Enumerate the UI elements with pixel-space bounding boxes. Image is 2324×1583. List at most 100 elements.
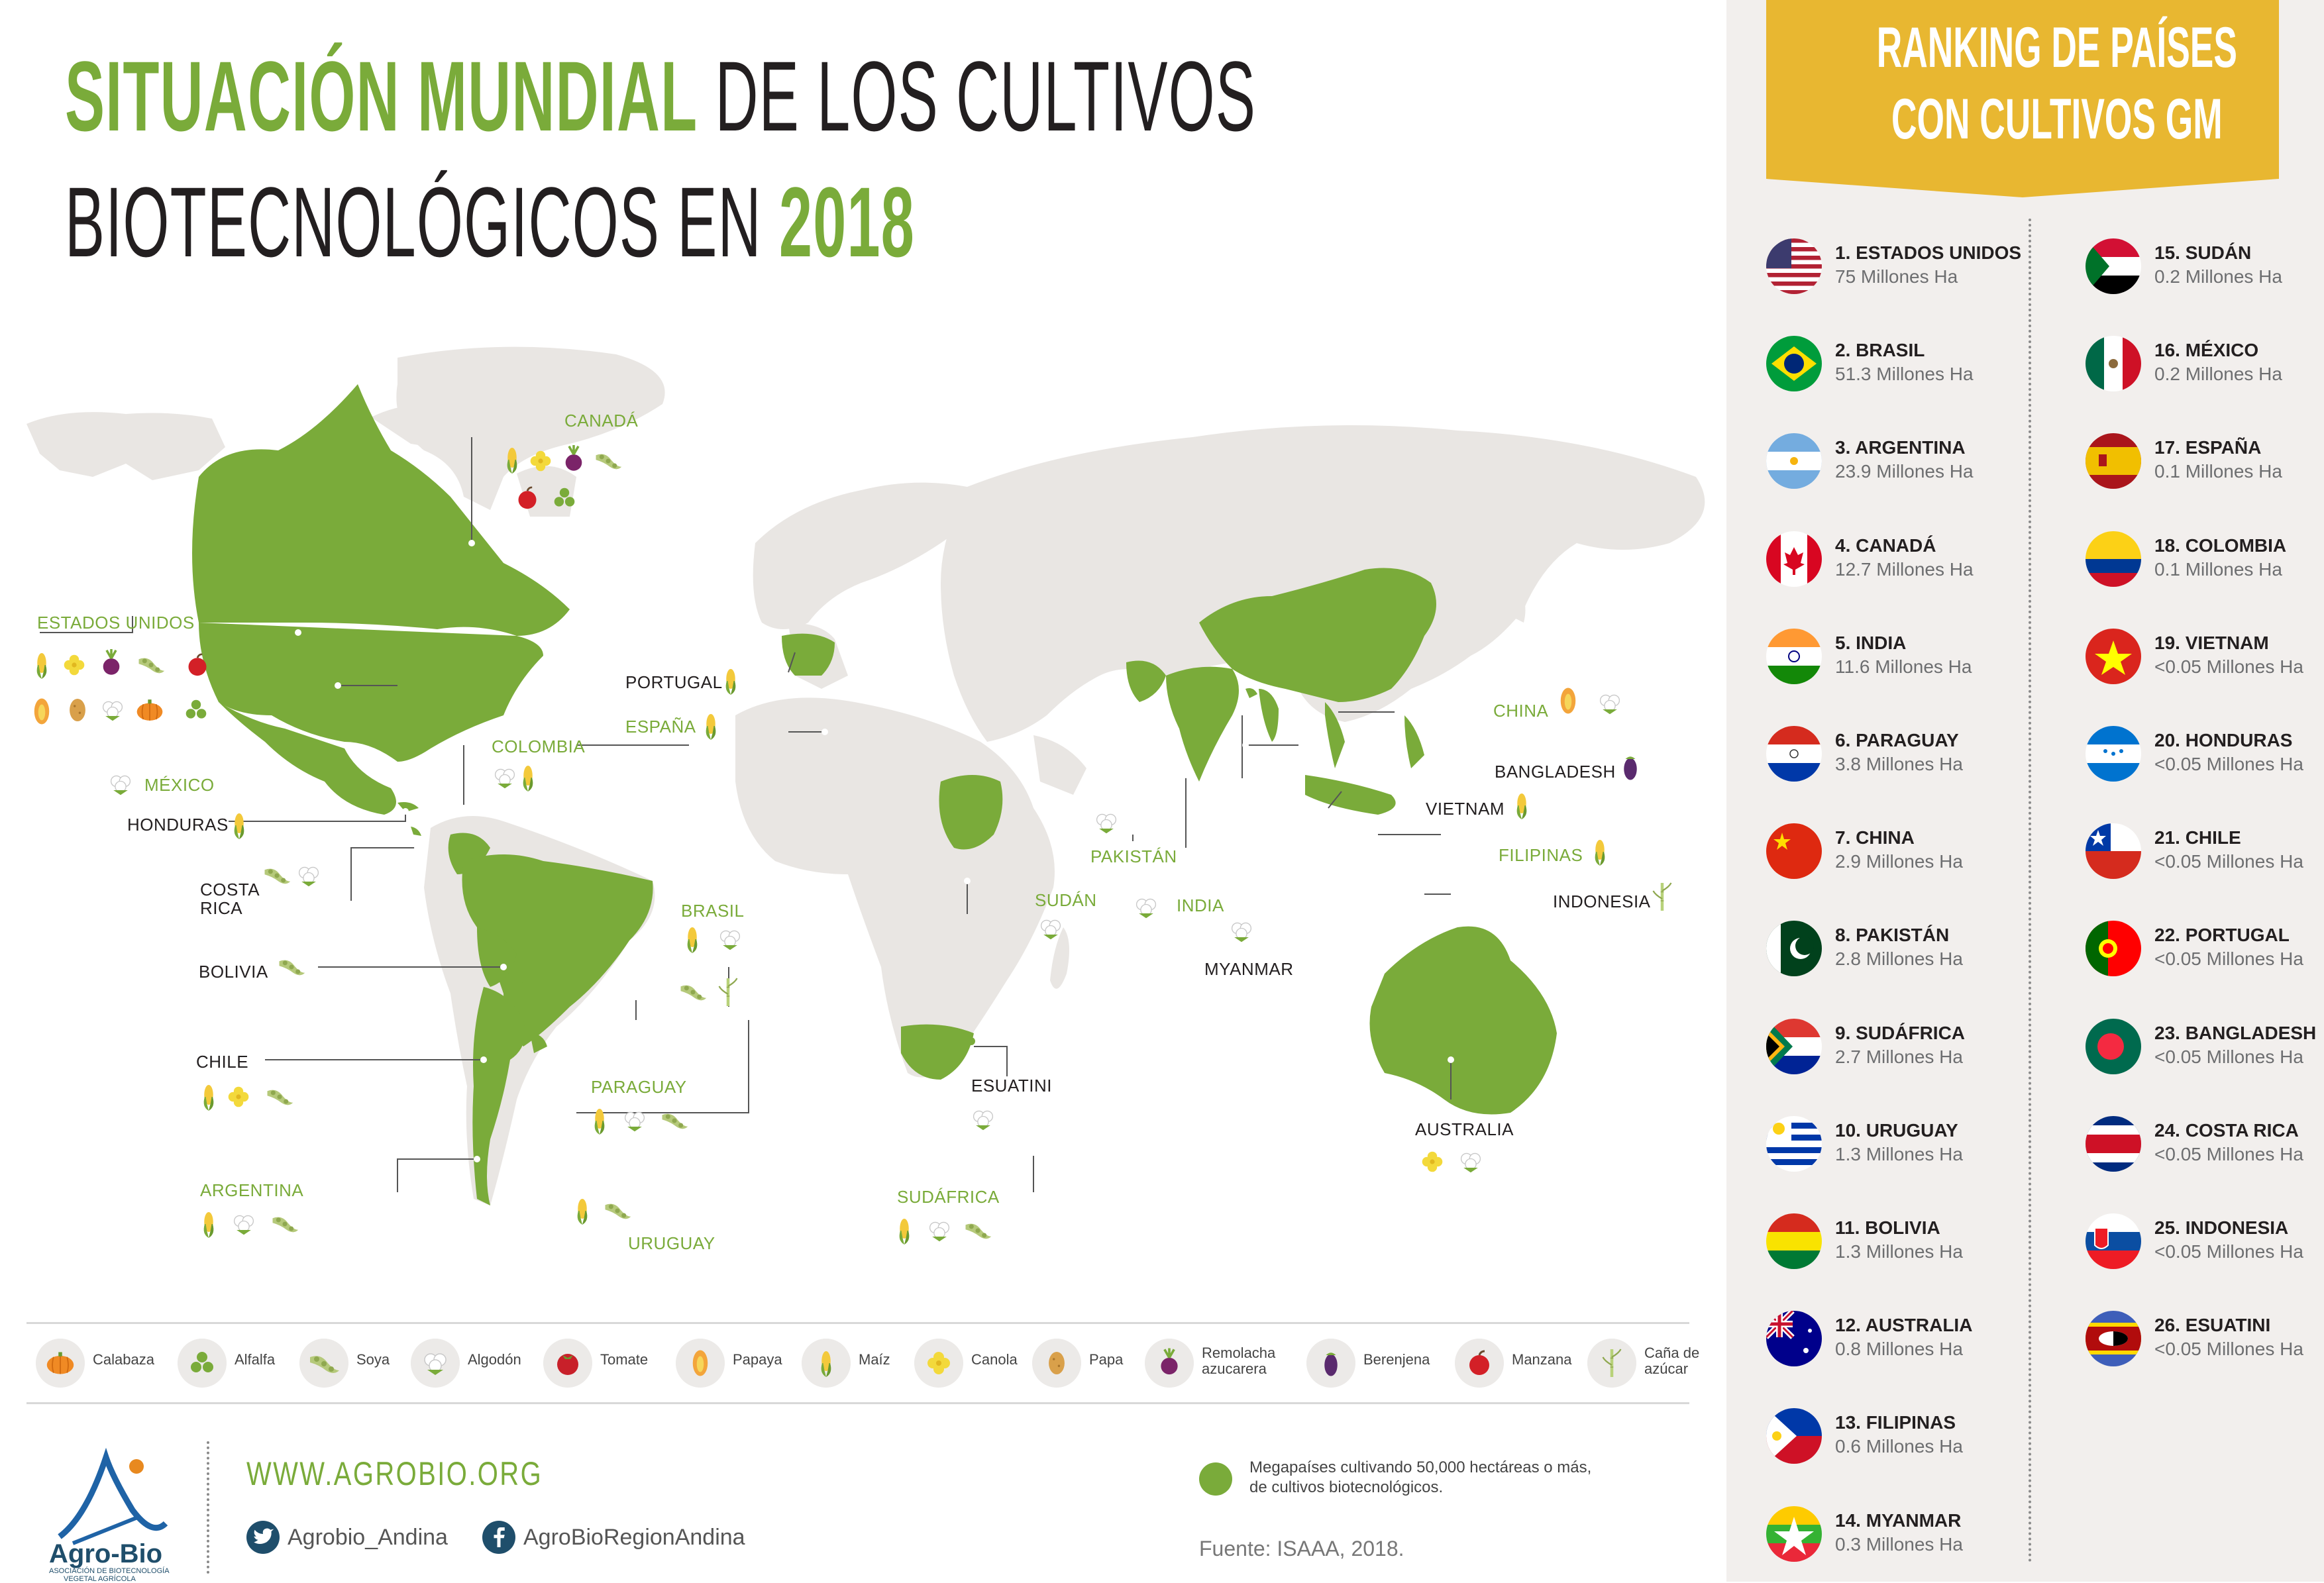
flag-costa-rica-icon bbox=[2086, 1116, 2141, 1172]
flag-pakistan-icon bbox=[1766, 921, 1822, 976]
ranking-item: 2. BRASIL 51.3 Millones Ha bbox=[1766, 336, 2058, 402]
ranking-country: 4. CANADÁ bbox=[1835, 535, 1936, 556]
ranking-item: 4. CANADÁ 12.7 Millones Ha bbox=[1766, 531, 2058, 597]
label-sudan: SUDÁN bbox=[1035, 890, 1097, 910]
remolacha-icon bbox=[564, 445, 584, 472]
website-link[interactable]: WWW.AGROBIO.ORG bbox=[246, 1455, 543, 1492]
ranking-area: 11.6 Millones Ha bbox=[1835, 656, 1972, 677]
ranking-area: 0.2 Millones Ha bbox=[2154, 266, 2282, 287]
maiz-icon bbox=[523, 766, 533, 792]
ranking-country: 7. CHINA bbox=[1835, 827, 1915, 848]
ranking-country: 12. AUSTRALIA bbox=[1835, 1315, 1973, 1335]
legend-label: Manzana bbox=[1512, 1351, 1572, 1368]
soya-icon bbox=[279, 960, 305, 976]
calabaza-icon bbox=[136, 699, 164, 721]
flag-brasil-icon bbox=[1766, 336, 1822, 391]
legend-label: Remolacha azucarera bbox=[1202, 1345, 1275, 1377]
ranking-item: 24. COSTA RICA <0.05 Millones Ha bbox=[2086, 1116, 2324, 1182]
ranking-area: <0.05 Millones Ha bbox=[2154, 754, 2303, 774]
legend-label: Papa bbox=[1089, 1351, 1124, 1368]
maiz-icon bbox=[687, 927, 698, 953]
maiz-icon bbox=[1516, 793, 1527, 819]
maiz-icon bbox=[725, 669, 736, 695]
legend-label: Papaya bbox=[733, 1351, 782, 1368]
maiz-icon bbox=[1595, 840, 1605, 866]
ranking-area: 0.8 Millones Ha bbox=[1835, 1339, 1963, 1359]
ranking-country: 19. VIETNAM bbox=[2154, 633, 2269, 653]
ranking-area: 12.7 Millones Ha bbox=[1835, 559, 1974, 580]
ranking-country: 20. HONDURAS bbox=[2154, 730, 2293, 750]
ranking-item: 14. MYANMAR 0.3 Millones Ha bbox=[1766, 1506, 2058, 1572]
title-text: DE LOS CULTIVOS bbox=[698, 40, 1257, 152]
ranking-country: 23. BANGLADESH bbox=[2154, 1023, 2317, 1043]
ranking-area: 51.3 Millones Ha bbox=[1835, 364, 1974, 384]
ranking-item: 21. CHILE <0.05 Millones Ha bbox=[2086, 823, 2324, 890]
ranking-area: 0.1 Millones Ha bbox=[2154, 559, 2282, 580]
berenjena-icon bbox=[1306, 1339, 1355, 1388]
ranking-country: 25. INDONESIA bbox=[2154, 1217, 2289, 1238]
label-usa: ESTADOS UNIDOS bbox=[37, 613, 195, 633]
alfalfa-icon bbox=[185, 699, 207, 719]
facebook-handle[interactable]: AgroBioRegionAndina bbox=[523, 1525, 745, 1550]
ranking-item: 9. SUDÁFRICA 2.7 Millones Ha bbox=[1766, 1019, 2058, 1085]
title-highlight: SITUACIÓN MUNDIAL bbox=[65, 40, 698, 152]
ranking-area: <0.05 Millones Ha bbox=[2154, 1144, 2303, 1164]
ranking-item: 10. URUGUAY 1.3 Millones Ha bbox=[1766, 1116, 2058, 1182]
canola-icon bbox=[64, 654, 85, 676]
soya-icon bbox=[596, 454, 622, 470]
label-bangladesh: BANGLADESH bbox=[1495, 762, 1616, 782]
ranking-country: 22. PORTUGAL bbox=[2154, 925, 2290, 945]
logo-name: Agro-Bio bbox=[49, 1539, 163, 1568]
alfalfa-icon bbox=[178, 1339, 227, 1388]
mega-note-line1: Megapaíses cultivando 50,000 hectáreas o… bbox=[1249, 1458, 1592, 1476]
title-text-line2: BIOTECNOLÓGICOS EN bbox=[65, 166, 779, 278]
flag-paraguay-icon bbox=[1766, 726, 1822, 782]
ranking-country: 2. BRASIL bbox=[1835, 340, 1925, 360]
ranking-area: 1.3 Millones Ha bbox=[1835, 1144, 1963, 1164]
ranking-country: 3. ARGENTINA bbox=[1835, 437, 1966, 458]
soya-icon bbox=[264, 868, 291, 884]
ranking-country: 26. ESUATINI bbox=[2154, 1315, 2271, 1335]
ranking-item: 23. BANGLADESH <0.05 Millones Ha bbox=[2086, 1019, 2324, 1085]
ranking-item: 1. ESTADOS UNIDOS 75 Millones Ha bbox=[1766, 238, 2058, 305]
label-costa-rica-2: RICA bbox=[200, 898, 243, 918]
flag-bangladesh-icon bbox=[2086, 1019, 2141, 1074]
maiz-icon bbox=[36, 653, 47, 679]
remolacha-icon bbox=[101, 649, 121, 676]
legend-label-line2: azúcar bbox=[1644, 1360, 1689, 1377]
algodon-icon bbox=[973, 1110, 994, 1131]
label-esuatini: ESUATINI bbox=[971, 1076, 1052, 1096]
soya-icon bbox=[662, 1113, 688, 1129]
flag-usa-icon bbox=[1766, 238, 1822, 294]
ranking-banner bbox=[1766, 0, 2279, 197]
crop-legend: Calabaza Alfalfa Soya Algodón Tomate Pap… bbox=[26, 1322, 1699, 1404]
label-chile: CHILE bbox=[196, 1052, 249, 1072]
twitter-handle[interactable]: Agrobio_Andina bbox=[288, 1525, 448, 1550]
soya-icon bbox=[965, 1223, 992, 1239]
ranking-country: 10. URUGUAY bbox=[1835, 1120, 1958, 1141]
ranking-area: <0.05 Millones Ha bbox=[2154, 948, 2303, 969]
ranking-area: <0.05 Millones Ha bbox=[2154, 1241, 2303, 1262]
canola-icon bbox=[914, 1339, 963, 1388]
algodon-icon bbox=[411, 1339, 460, 1388]
legend-label-line2: azucarera bbox=[1202, 1360, 1267, 1377]
label-filipinas: FILIPINAS bbox=[1499, 845, 1583, 865]
flag-filipinas-icon bbox=[1766, 1408, 1822, 1464]
flag-vietnam-icon bbox=[2086, 629, 2141, 684]
ranking-country: 13. FILIPINAS bbox=[1835, 1412, 1956, 1433]
label-pakistan: PAKISTÁN bbox=[1090, 846, 1177, 866]
ranking-country: 15. SUDÁN bbox=[2154, 242, 2252, 263]
facebook-icon[interactable] bbox=[482, 1521, 515, 1554]
map-gm-countries bbox=[192, 384, 1557, 1205]
algodon-icon bbox=[1231, 922, 1252, 943]
label-vietnam: VIETNAM bbox=[1426, 799, 1505, 819]
maiz-icon bbox=[577, 1199, 588, 1225]
twitter-icon[interactable] bbox=[246, 1521, 280, 1554]
ranking-area: 1.3 Millones Ha bbox=[1835, 1241, 1963, 1262]
canola-icon bbox=[228, 1086, 249, 1107]
ranking-area: 23.9 Millones Ha bbox=[1835, 461, 1974, 482]
label-india: INDIA bbox=[1177, 895, 1224, 915]
label-paraguay: PARAGUAY bbox=[591, 1077, 687, 1097]
logo-subtitle-1: ASOCIACIÓN DE BIOTECNOLOGÍA bbox=[49, 1567, 170, 1575]
soya-icon bbox=[272, 1217, 299, 1233]
